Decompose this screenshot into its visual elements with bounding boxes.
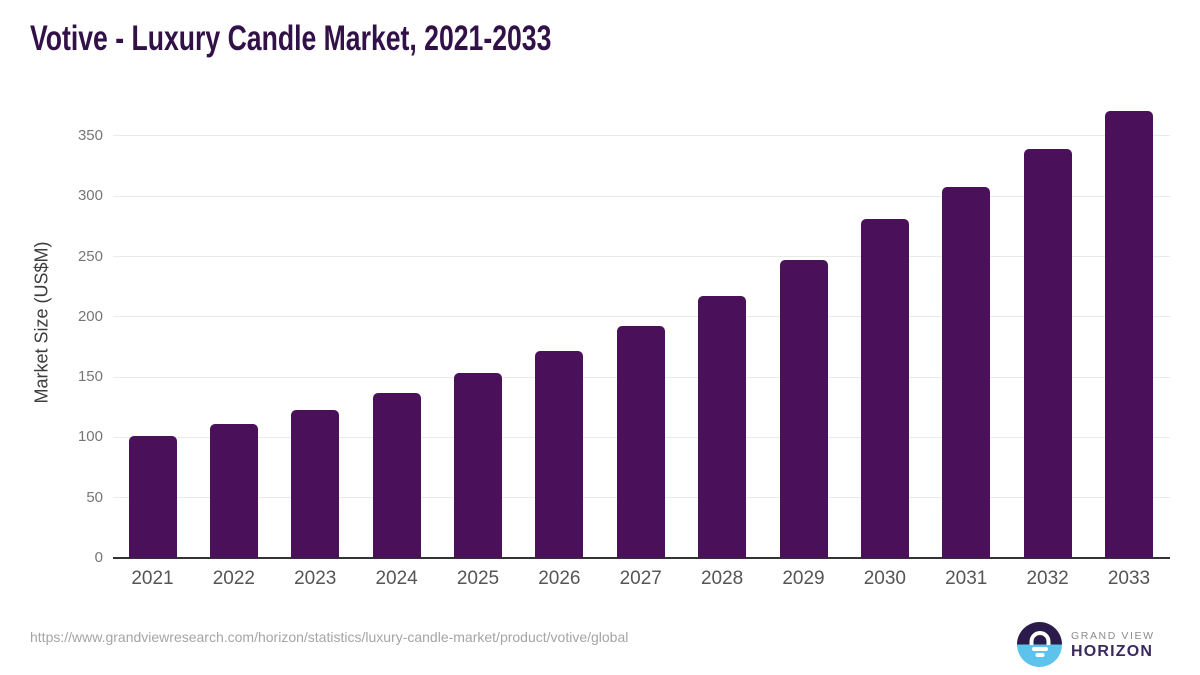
source-url: https://www.grandviewresearch.com/horizo…	[30, 629, 629, 645]
x-tick-2028: 2028	[700, 568, 744, 589]
x-axis-line	[113, 557, 1170, 559]
gridline-250	[113, 256, 1170, 257]
logo-text-grand-view: GRAND VIEW	[1071, 630, 1155, 642]
y-tick-300: 300	[77, 187, 103, 205]
x-tick-2029: 2029	[782, 568, 825, 589]
x-tick-2033: 2033	[1107, 568, 1151, 589]
bar-2024[interactable]	[372, 392, 421, 558]
x-tick-2024: 2024	[375, 568, 418, 589]
y-axis-title: Market Size (US$M)	[31, 241, 52, 404]
bar-2021[interactable]	[128, 436, 177, 558]
bar-2022[interactable]	[209, 424, 258, 558]
horizon-sun-logo-icon	[1017, 622, 1062, 667]
y-tick-0: 0	[94, 549, 103, 566]
y-tick-100: 100	[77, 428, 103, 446]
y-tick-350: 350	[77, 126, 103, 144]
bar-2026[interactable]	[535, 350, 584, 558]
bar-2025[interactable]	[454, 373, 502, 558]
logo-dome-shape	[1029, 630, 1050, 645]
bar-2023[interactable]	[291, 409, 340, 558]
page-title: Votive - Luxury Candle Market, 2021-2033	[30, 19, 552, 58]
y-tick-250: 250	[77, 247, 103, 265]
plot-area	[113, 98, 1170, 559]
gridline-200	[113, 316, 1170, 318]
x-tick-2023: 2023	[294, 568, 337, 589]
x-tick-2027: 2027	[619, 568, 662, 589]
x-tick-2032: 2032	[1026, 568, 1069, 589]
x-tick-2025: 2025	[456, 568, 500, 589]
bar-2031[interactable]	[942, 186, 991, 558]
gridline-300	[113, 195, 1170, 197]
x-tick-2031: 2031	[945, 568, 988, 589]
x-tick-2030: 2030	[863, 568, 907, 589]
x-tick-2022: 2022	[212, 568, 256, 589]
gridline-350	[113, 135, 1170, 137]
y-tick-200: 200	[77, 307, 103, 325]
bar-2033[interactable]	[1105, 110, 1153, 558]
logo-horizon-line-2	[1035, 653, 1044, 657]
bar-2029[interactable]	[779, 260, 828, 558]
bar-2027[interactable]	[616, 326, 665, 558]
x-tick-2021: 2021	[131, 568, 174, 589]
logo-text: GRAND VIEW HORIZON	[1071, 628, 1155, 661]
x-tick-2026: 2026	[538, 568, 581, 589]
y-tick-50: 50	[86, 488, 103, 506]
bar-2030[interactable]	[860, 219, 909, 558]
bar-2032[interactable]	[1023, 149, 1072, 558]
brand-logo: GRAND VIEW HORIZON	[1017, 622, 1155, 667]
y-tick-150: 150	[77, 368, 103, 386]
logo-text-horizon: HORIZON	[1071, 643, 1154, 660]
logo-horizon-line-1	[1031, 647, 1048, 651]
bar-2028[interactable]	[698, 296, 747, 558]
